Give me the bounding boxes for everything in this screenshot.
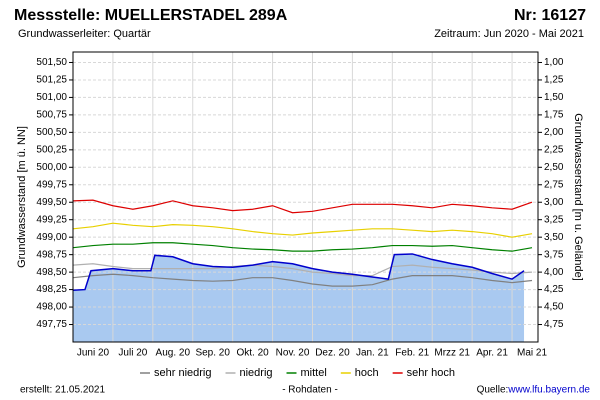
reference-line bbox=[72, 263, 533, 277]
reference-line bbox=[72, 273, 533, 287]
legend-label: mittel bbox=[301, 367, 327, 379]
legend-label: niedrig bbox=[239, 367, 272, 379]
y-tick-label: 501,25 bbox=[36, 75, 67, 86]
y2-tick-label: 1,00 bbox=[544, 57, 564, 68]
y-tick-label: 498,25 bbox=[36, 284, 67, 295]
y-tick-label: 501,00 bbox=[36, 92, 67, 103]
y2-tick-label: 4,25 bbox=[544, 284, 564, 295]
x-tick-label: Okt. 20 bbox=[236, 348, 269, 359]
y2-tick-label: 3,75 bbox=[544, 249, 564, 260]
x-tick-label: Apr. 21 bbox=[476, 348, 508, 359]
y-tick-label: 501,50 bbox=[36, 57, 67, 68]
x-tick-label: Feb. 21 bbox=[395, 348, 429, 359]
y2-tick-label: 4,50 bbox=[544, 302, 564, 313]
y-tick-label: 497,75 bbox=[36, 319, 67, 330]
y2-tick-label: 4,00 bbox=[544, 267, 564, 278]
source-link[interactable]: www.lfu.bayern.de bbox=[507, 385, 590, 396]
raw-data-note: - Rohdaten - bbox=[282, 385, 338, 396]
y2-tick-label: 2,75 bbox=[544, 179, 564, 190]
created-date: erstellt: 21.05.2021 bbox=[20, 385, 105, 396]
y-tick-label: 499,50 bbox=[36, 197, 67, 208]
reference-line bbox=[72, 242, 533, 252]
y-tick-label: 500,25 bbox=[36, 144, 67, 155]
y2-tick-label: 4,75 bbox=[544, 319, 564, 330]
y-tick-label: 500,50 bbox=[36, 127, 67, 138]
plot-frame bbox=[72, 51, 539, 343]
legend-label: hoch bbox=[355, 367, 379, 379]
x-tick-label: Jan. 21 bbox=[356, 348, 389, 359]
y-tick-label: 498,50 bbox=[36, 267, 67, 278]
reference-line bbox=[72, 199, 533, 214]
subtitle: Grundwasserleiter: Quartär bbox=[18, 28, 151, 40]
x-tick-label: Juni 20 bbox=[77, 348, 110, 359]
legend-label: sehr niedrig bbox=[154, 367, 211, 379]
y-tick-label: 498,00 bbox=[36, 302, 67, 313]
y2-tick-label: 2,25 bbox=[544, 144, 564, 155]
y-tick-label: 498,75 bbox=[36, 249, 67, 260]
legend-label: sehr hoch bbox=[407, 367, 455, 379]
y2-axis-label: Grundwasserstand [m u. Gelände] bbox=[572, 113, 584, 281]
x-tick-label: Mrzz 21 bbox=[434, 348, 470, 359]
x-tick-label: Aug. 20 bbox=[156, 348, 191, 359]
source-label: Quelle: bbox=[477, 385, 509, 396]
y2-tick-label: 1,25 bbox=[544, 75, 564, 86]
x-tick-label: Dez. 20 bbox=[315, 348, 350, 359]
raw-line bbox=[72, 253, 525, 292]
y-tick-label: 500,00 bbox=[36, 162, 67, 173]
y-axis-label: Grundwasserstand [m ü. NN] bbox=[16, 126, 28, 268]
reference-line bbox=[72, 222, 533, 238]
y-tick-label: 499,75 bbox=[36, 179, 67, 190]
y2-tick-label: 3,00 bbox=[544, 197, 564, 208]
y2-tick-label: 2,50 bbox=[544, 162, 564, 173]
y2-tick-label: 1,75 bbox=[544, 110, 564, 121]
y2-tick-label: 3,50 bbox=[544, 232, 564, 243]
station-number: Nr: 16127 bbox=[514, 7, 586, 24]
y2-tick-label: 1,50 bbox=[544, 92, 564, 103]
period: Zeitraum: Jun 2020 - Mai 2021 bbox=[434, 28, 584, 40]
y-tick-label: 499,25 bbox=[36, 214, 67, 225]
y-tick-label: 500,75 bbox=[36, 110, 67, 121]
x-tick-label: Sep. 20 bbox=[195, 348, 230, 359]
y2-tick-label: 2,00 bbox=[544, 127, 564, 138]
x-tick-label: Mai 21 bbox=[517, 348, 547, 359]
y2-tick-label: 3,25 bbox=[544, 214, 564, 225]
y-tick-label: 499,00 bbox=[36, 232, 67, 243]
chart-title: Messstelle: MUELLERSTADEL 289A bbox=[14, 7, 288, 24]
x-tick-label: Nov. 20 bbox=[276, 348, 310, 359]
x-tick-label: Juli 20 bbox=[118, 348, 147, 359]
